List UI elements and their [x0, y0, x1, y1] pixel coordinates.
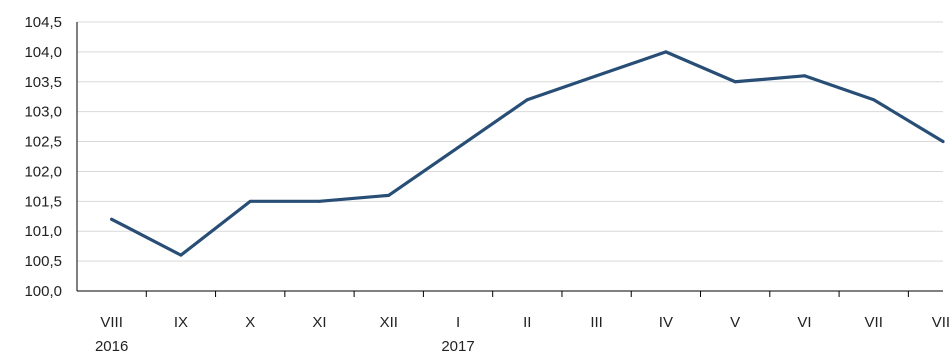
year-label: 2017 [441, 338, 474, 354]
y-tick-label: 101,5 [24, 193, 62, 210]
y-tick-label: 102,5 [24, 134, 62, 151]
series-layer [110, 50, 945, 257]
x-tick-label: III [590, 314, 603, 331]
y-tick-label: 104,0 [24, 44, 62, 61]
x-tick-label: VIII [932, 314, 950, 331]
data-point [733, 80, 737, 84]
year-label: 2016 [95, 338, 128, 354]
series-line [110, 50, 945, 257]
x-tick-label: IX [174, 314, 188, 331]
y-tick-label: 100,5 [24, 253, 62, 270]
x-axis [76, 22, 943, 297]
y-tick-label: 104,5 [24, 14, 62, 31]
x-tick-label: I [456, 314, 460, 331]
x-tick-label: V [730, 314, 740, 331]
y-axis-tick-labels: 100,0 100,5 101,0 101,5 102,0 102,5 103,0 103,5… [24, 14, 62, 300]
y-tick-label: 100,0 [24, 283, 62, 300]
x-tick-label: VI [797, 314, 811, 331]
grid-lines [77, 21, 943, 262]
y-tick-label: 102,0 [24, 163, 62, 180]
data-point [872, 98, 876, 102]
data-point [317, 199, 321, 203]
x-tick-label: XII [380, 314, 398, 331]
y-tick-label: 101,0 [24, 223, 62, 240]
data-point [248, 199, 252, 203]
x-tick-label: X [245, 314, 255, 331]
y-tick-label: 103,5 [24, 74, 62, 91]
data-point [456, 146, 460, 150]
y-tick-label: 103,0 [24, 104, 62, 121]
data-point [595, 74, 599, 78]
data-point [110, 217, 114, 221]
data-point [179, 253, 183, 257]
data-point [525, 98, 529, 102]
x-tick-label: II [523, 314, 531, 331]
x-tick-label: IV [659, 314, 673, 331]
x-tick-label: VIII [100, 314, 123, 331]
x-tick-label: VII [865, 314, 883, 331]
x-axis-tick-labels: VIIIIXXXIXIIIIIIIIIVVVIVIIVIII20162017 [95, 314, 950, 354]
data-point [941, 140, 945, 144]
data-point [802, 74, 806, 78]
data-point [664, 50, 668, 54]
x-tick-label: XI [312, 314, 326, 331]
data-point [387, 193, 391, 197]
